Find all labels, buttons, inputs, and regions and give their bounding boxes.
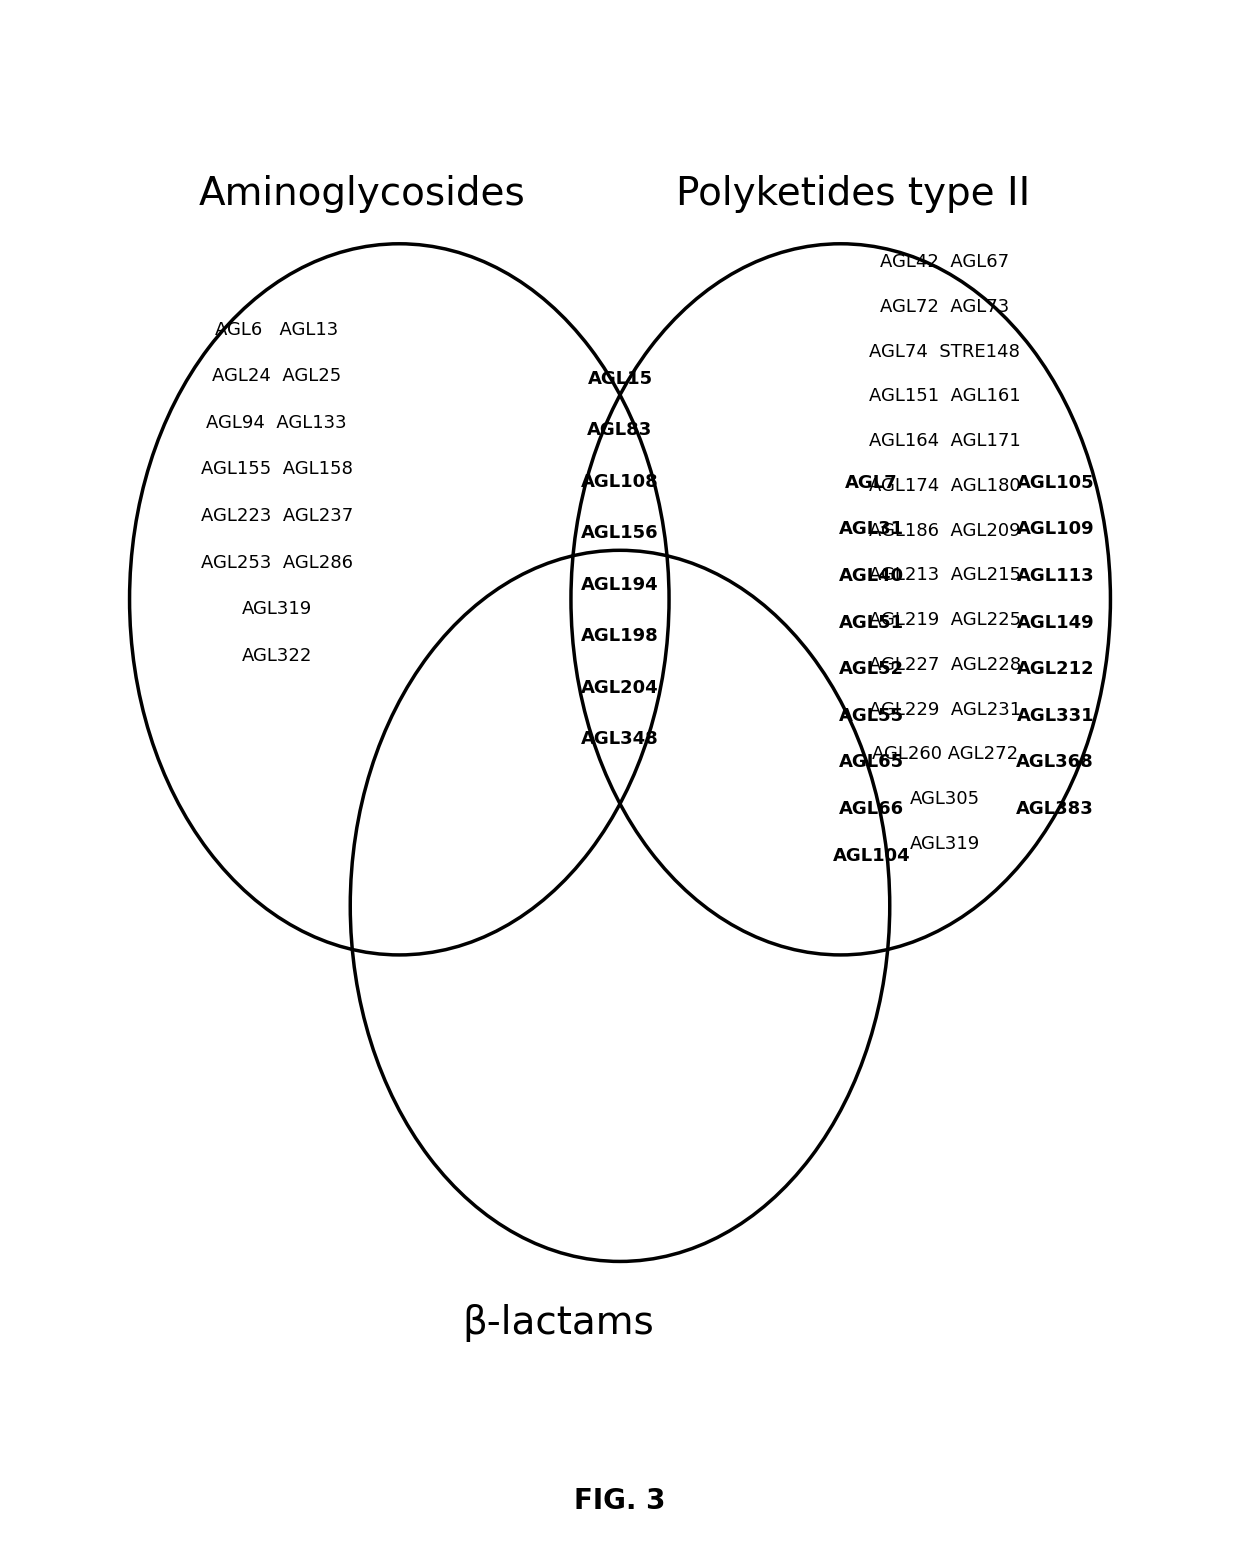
Text: AGL66: AGL66 <box>838 800 904 817</box>
Text: AGL149: AGL149 <box>1017 614 1094 632</box>
Text: FIG. 3: FIG. 3 <box>574 1486 666 1514</box>
Text: AGL108: AGL108 <box>582 473 658 490</box>
Text: AGL83: AGL83 <box>588 421 652 439</box>
Text: AGL213  AGL215: AGL213 AGL215 <box>869 566 1021 584</box>
Text: AGL186  AGL209: AGL186 AGL209 <box>869 521 1021 540</box>
Text: AGL94  AGL133: AGL94 AGL133 <box>206 413 347 432</box>
Text: AGL52: AGL52 <box>838 660 904 678</box>
Text: AGL42  AGL67: AGL42 AGL67 <box>880 253 1009 271</box>
Text: AGL174  AGL180: AGL174 AGL180 <box>869 476 1021 495</box>
Text: AGL319: AGL319 <box>910 834 980 853</box>
Text: AGL253  AGL286: AGL253 AGL286 <box>201 554 352 572</box>
Text: AGL156: AGL156 <box>582 524 658 543</box>
Text: AGL348: AGL348 <box>582 729 658 748</box>
Text: AGL212: AGL212 <box>1017 660 1094 678</box>
Text: AGL155  AGL158: AGL155 AGL158 <box>201 461 352 478</box>
Text: AGL6   AGL13: AGL6 AGL13 <box>215 321 339 339</box>
Text: β-lactams: β-lactams <box>463 1305 655 1343</box>
Text: AGL223  AGL237: AGL223 AGL237 <box>201 507 353 524</box>
Text: AGL113: AGL113 <box>1017 567 1094 584</box>
Text: AGL24  AGL25: AGL24 AGL25 <box>212 367 341 386</box>
Text: AGL104: AGL104 <box>832 847 910 865</box>
Text: AGL260 AGL272: AGL260 AGL272 <box>872 745 1018 763</box>
Text: AGL164  AGL171: AGL164 AGL171 <box>869 432 1021 450</box>
Text: AGL109: AGL109 <box>1017 521 1094 538</box>
Text: AGL319: AGL319 <box>242 600 311 618</box>
Text: AGL194: AGL194 <box>582 575 658 594</box>
Text: AGL51: AGL51 <box>838 614 904 632</box>
Text: AGL383: AGL383 <box>1017 800 1094 817</box>
Text: AGL7: AGL7 <box>844 473 898 492</box>
Text: AGL72  AGL73: AGL72 AGL73 <box>880 298 1009 316</box>
Text: AGL55: AGL55 <box>838 706 904 725</box>
Text: Polyketides type II: Polyketides type II <box>676 176 1030 213</box>
Text: AGL40: AGL40 <box>838 567 904 584</box>
Text: AGL105: AGL105 <box>1017 473 1094 492</box>
Text: AGL368: AGL368 <box>1017 754 1094 771</box>
Text: AGL227  AGL228: AGL227 AGL228 <box>869 655 1021 674</box>
Text: AGL15: AGL15 <box>588 370 652 387</box>
Text: AGL74  STRE148: AGL74 STRE148 <box>869 342 1021 361</box>
Text: AGL151  AGL161: AGL151 AGL161 <box>869 387 1021 406</box>
Text: AGL65: AGL65 <box>838 754 904 771</box>
Text: AGL305: AGL305 <box>910 790 980 808</box>
Text: AGL229  AGL231: AGL229 AGL231 <box>869 700 1021 719</box>
Text: AGL204: AGL204 <box>582 678 658 697</box>
Text: AGL331: AGL331 <box>1017 706 1094 725</box>
Text: Aminoglycosides: Aminoglycosides <box>200 176 526 213</box>
Text: AGL31: AGL31 <box>838 521 904 538</box>
Text: AGL322: AGL322 <box>242 646 312 665</box>
Text: AGL198: AGL198 <box>582 628 658 645</box>
Text: AGL219  AGL225: AGL219 AGL225 <box>869 611 1021 629</box>
